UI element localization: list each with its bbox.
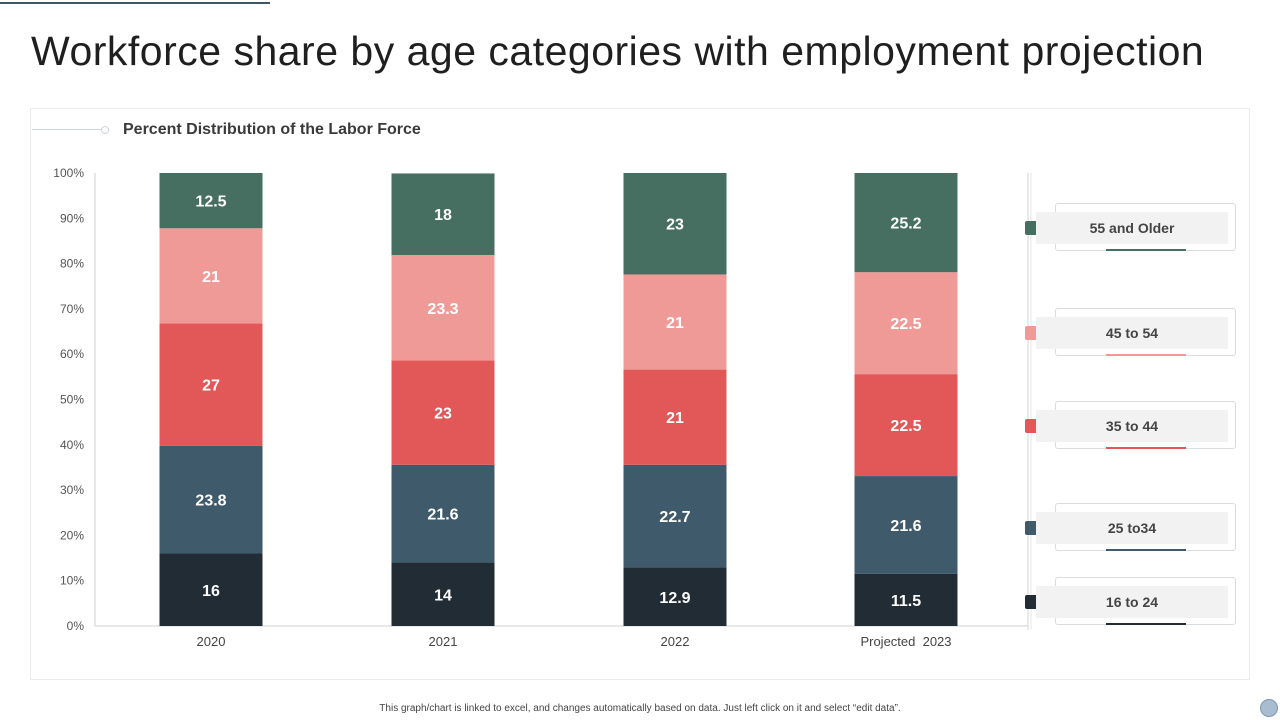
y-tick-label: 80% [60,257,84,271]
y-tick-label: 30% [60,483,84,497]
data-label: 21 [202,269,220,286]
data-label: 12.5 [195,194,226,211]
legend-underline [1106,354,1186,356]
bar-segment [623,173,727,275]
bar-segment [623,274,727,370]
legend-underline [1106,623,1186,625]
data-label: 22.5 [890,418,921,435]
bar-segment [623,567,727,626]
legend-item[interactable]: 45 to 54 [1036,308,1236,356]
y-tick-label: 70% [60,302,84,316]
bar-segment [159,323,263,446]
data-label: 23 [666,217,684,234]
bar-segment [159,173,263,229]
bar-segment [159,228,263,324]
y-tick-label: 40% [60,438,84,452]
data-label: 21.6 [890,518,921,535]
bar-segment [391,173,495,255]
data-label: 11.5 [891,593,921,610]
legend-underline [1106,249,1186,251]
bar-segment [623,464,727,568]
bar-segment [159,553,263,626]
legend-item[interactable]: 55 and Older [1036,203,1236,251]
y-tick-label: 50% [60,393,84,407]
bar-segment [391,254,495,361]
y-tick-label: 10% [60,574,84,588]
legend-label: 25 to34 [1036,512,1228,544]
bar-segment [159,445,263,554]
legend-underline [1106,549,1186,551]
chart-card[interactable] [30,108,1250,680]
bar-segment [623,369,727,465]
bar-segment [854,173,958,273]
legend-label: 16 to 24 [1036,586,1228,618]
legend-swatch [1025,326,1039,340]
bar-segment [391,360,495,465]
y-tick-label: 60% [60,347,84,361]
data-label: 21 [666,315,684,332]
y-tick-label: 0% [67,619,85,633]
data-label: 22.7 [659,509,690,526]
legend-label: 55 and Older [1036,212,1228,244]
data-label: 12.9 [659,590,690,607]
legend-swatch [1025,419,1039,433]
bar-segment [391,464,495,563]
footnote: This graph/chart is linked to excel, and… [379,703,901,714]
data-label: 22.5 [890,316,921,333]
legend-item[interactable]: 25 to34 [1036,503,1236,551]
legend-swatch [1025,521,1039,535]
x-tick-label: Projected 2023 [860,634,951,649]
legend-item[interactable]: 35 to 44 [1036,401,1236,449]
data-label: 23 [434,406,452,423]
subtitle-decor-line [32,129,102,130]
legend-swatch [1025,221,1039,235]
legend-label: 35 to 44 [1036,410,1228,442]
chart-title: Percent Distribution of the Labor Force [123,121,421,138]
page-title: Workforce share by age categories with e… [31,28,1205,74]
legend-swatch [1025,595,1039,609]
legend-label: 45 to 54 [1036,317,1228,349]
x-tick-label: 2022 [661,634,690,649]
x-tick-label: 2021 [429,634,458,649]
top-accent-rule [0,2,270,4]
bar-segment [854,374,958,477]
subtitle-decor-dot [101,126,109,134]
bar-segment [391,562,495,626]
bar-segment [854,272,958,375]
corner-indicator-dot [1260,699,1278,717]
data-label: 14 [434,587,452,604]
data-label: 23.3 [427,301,458,318]
bar-segment [854,573,958,626]
y-tick-label: 100% [53,166,84,180]
x-tick-label: 2020 [197,634,226,649]
y-tick-label: 90% [60,211,84,225]
data-label: 18 [434,207,452,224]
data-label: 21.6 [427,507,458,524]
y-tick-label: 20% [60,528,84,542]
data-label: 23.8 [195,493,226,510]
legend-underline [1106,447,1186,449]
legend-item[interactable]: 16 to 24 [1036,577,1236,625]
bar-segment [854,476,958,574]
data-label: 27 [202,378,220,395]
data-label: 21 [666,410,684,427]
data-label: 16 [202,583,220,600]
data-label: 25.2 [890,216,921,233]
